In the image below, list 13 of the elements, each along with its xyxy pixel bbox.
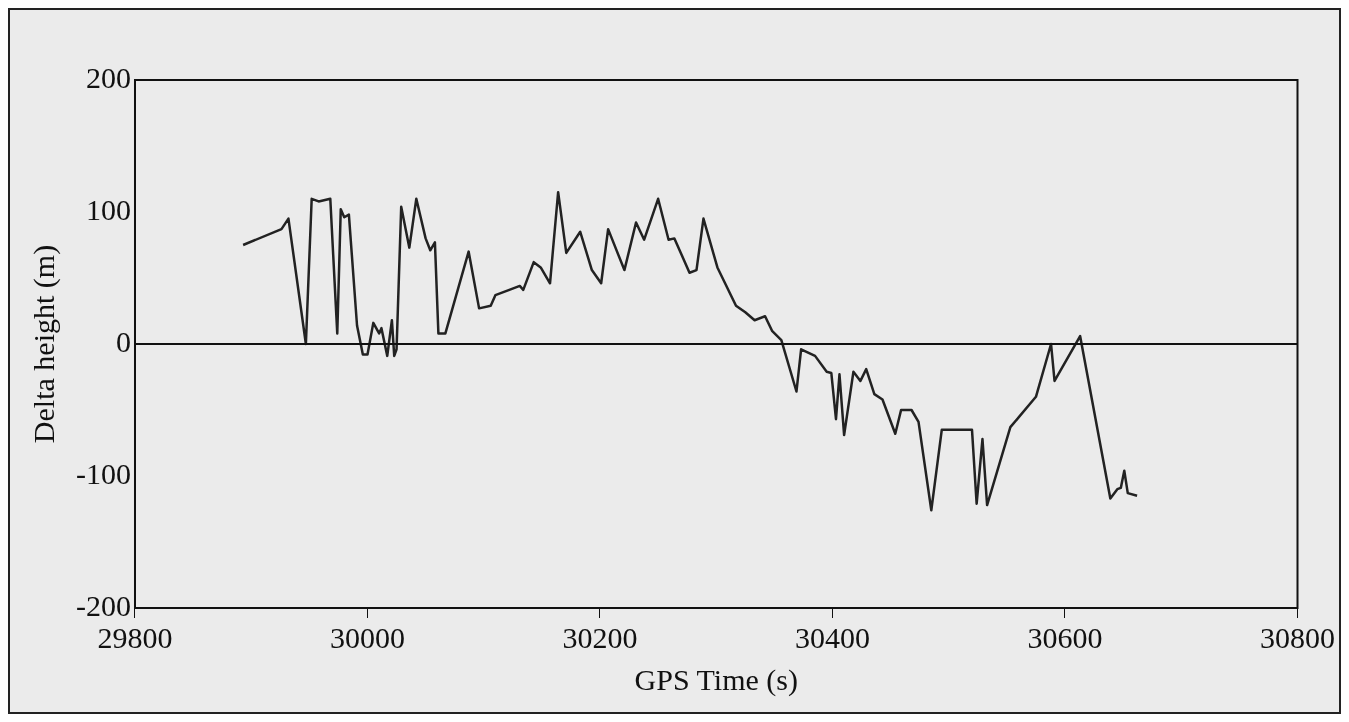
- x-tick-label: 29800: [97, 620, 173, 654]
- y-tick-label: -100: [75, 456, 131, 490]
- x-tick-label: 30600: [1027, 620, 1103, 654]
- y-axis-title: Delta height (m): [26, 244, 61, 444]
- x-tick-label: 30000: [329, 620, 405, 654]
- y-tick-label: 200: [85, 60, 131, 94]
- x-tick-label: 30800: [1260, 620, 1335, 654]
- x-tick-label: 30200: [562, 620, 638, 654]
- y-tick-label: 100: [85, 192, 131, 226]
- x-tick-label: 30400: [795, 620, 870, 654]
- x-axis-title: GPS Time (s): [634, 662, 798, 697]
- y-tick-label: 0: [115, 324, 131, 358]
- y-tick-label: -200: [75, 588, 131, 622]
